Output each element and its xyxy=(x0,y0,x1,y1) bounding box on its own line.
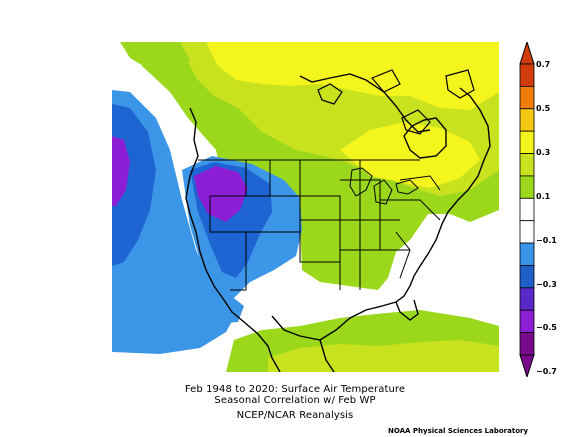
positive-high-arctic xyxy=(206,42,499,110)
colorbar-segment xyxy=(519,197,535,222)
positive-high-east xyxy=(340,122,480,188)
colorbar-label-4: −0.1 xyxy=(536,236,557,245)
map-title-line-3: NCEP/NCAR Reanalysis xyxy=(236,410,354,421)
coastlines xyxy=(185,73,491,372)
negative-region-gulf-coast xyxy=(200,286,244,324)
great-lakes xyxy=(349,167,419,205)
colorbar-top-arrow xyxy=(519,42,535,65)
colorbar-label-7: −0.7 xyxy=(536,367,557,376)
credit-label: NOAA Physical Sciences Laboratory xyxy=(388,427,529,435)
colorbar-bottom-arrow xyxy=(519,354,535,377)
colorbar-segment xyxy=(519,309,535,334)
colorbar-segment xyxy=(519,63,535,87)
colorbar-segment xyxy=(519,220,535,244)
colorbar-label-5: −0.3 xyxy=(536,280,557,289)
colorbar xyxy=(519,42,535,377)
colorbar-segment xyxy=(519,153,535,177)
colorbar-segment xyxy=(519,108,535,132)
positive-mid-south xyxy=(268,340,499,372)
strong-negative-northwest xyxy=(194,166,248,222)
arctic-islands xyxy=(317,69,475,135)
colorbar-segment xyxy=(519,175,535,199)
colorbar-label-1: 0.5 xyxy=(536,104,551,113)
colorbar-segment xyxy=(519,130,535,154)
strong-negative-pacific xyxy=(112,136,130,206)
colorbar-segment xyxy=(519,85,535,110)
colorbar-segment xyxy=(519,242,535,266)
colorbar-segment xyxy=(519,332,535,356)
colorbar-segment xyxy=(519,287,535,311)
colorbar-label-2: 0.3 xyxy=(536,148,551,157)
colorbar-label-6: −0.5 xyxy=(536,323,557,332)
colorbar-label-3: 0.1 xyxy=(536,192,551,201)
colorbar-label-0: 0.7 xyxy=(536,60,551,69)
state-borders xyxy=(198,159,441,291)
positive-left-patch xyxy=(120,42,190,84)
map-title-line-2: Seasonal Correlation w/ Feb WP xyxy=(214,395,376,406)
map-title-line-1: Feb 1948 to 2020: Surface Air Temperatur… xyxy=(184,384,406,395)
colorbar-segment xyxy=(519,265,535,289)
